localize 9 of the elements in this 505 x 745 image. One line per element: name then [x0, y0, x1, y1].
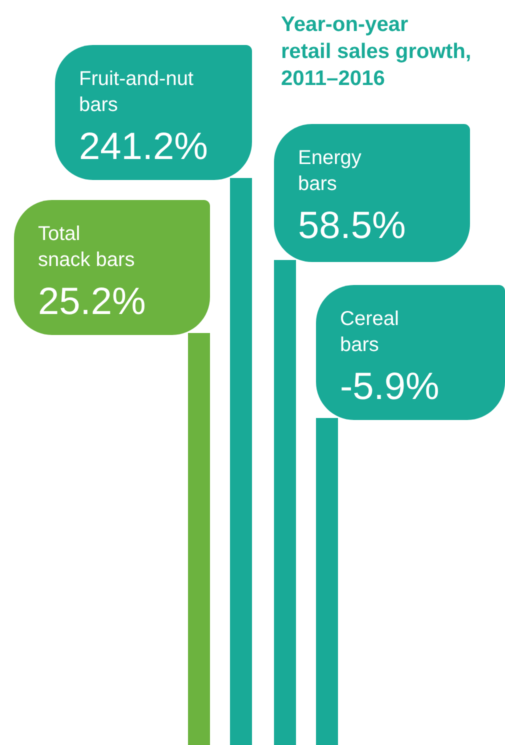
category-label: Total snack bars: [38, 223, 135, 271]
data-label: 25.2%: [38, 281, 146, 323]
category-label: Cereal bars: [340, 308, 399, 356]
data-label: 241.2%: [79, 126, 208, 168]
text: Year-on-year retail sales growth, 2011–2016: [281, 13, 472, 90]
category-label: Energy bars: [298, 147, 362, 195]
data-label: 58.5%: [298, 205, 406, 247]
category-label: Fruit-and-nut bars: [79, 68, 194, 116]
data-label: -5.9%: [340, 366, 440, 408]
